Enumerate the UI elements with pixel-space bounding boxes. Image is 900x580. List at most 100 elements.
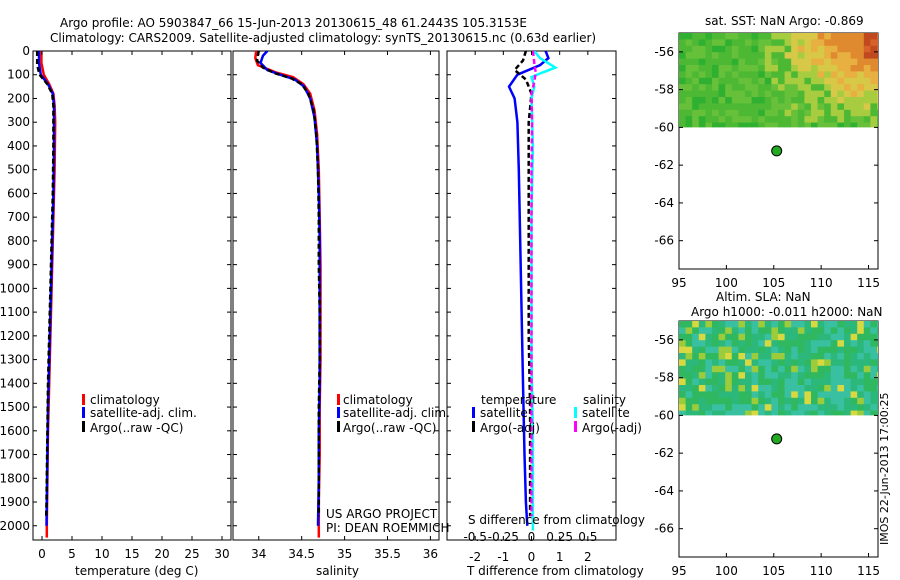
map-cell xyxy=(698,365,706,373)
map-cell xyxy=(745,333,752,341)
map-cell xyxy=(778,404,785,411)
map-cell xyxy=(830,340,838,347)
map-cell xyxy=(692,397,700,405)
map-cell xyxy=(824,404,832,411)
map-cell xyxy=(830,372,838,379)
map-cell xyxy=(712,385,719,392)
map-cell xyxy=(771,58,779,66)
depth-tick-label: 400 xyxy=(7,139,30,153)
map-cell xyxy=(857,346,865,354)
map-cell xyxy=(870,397,878,405)
map-cell xyxy=(791,71,799,79)
map-cell xyxy=(712,365,719,373)
map-cell xyxy=(712,321,719,328)
map-cell xyxy=(731,103,739,111)
map-cell xyxy=(712,391,719,399)
map-cell xyxy=(679,404,686,411)
x-tick-label: 10 xyxy=(94,547,109,561)
map-cell xyxy=(718,90,726,98)
map-cell xyxy=(738,84,746,91)
legend-label-argo: Argo(..raw -QC) xyxy=(90,421,183,435)
map-cell xyxy=(679,109,686,117)
map-cell xyxy=(738,109,746,117)
map-cell xyxy=(698,346,706,354)
map-cell xyxy=(863,372,871,379)
depth-tick-label: 1800 xyxy=(0,471,30,485)
map-cell xyxy=(857,122,865,128)
map-cell xyxy=(811,346,818,354)
map-cell xyxy=(692,58,700,66)
map-cell xyxy=(679,71,686,79)
map-cell xyxy=(784,109,792,117)
map-cell xyxy=(738,321,746,328)
map-cell xyxy=(797,45,805,53)
map-cell xyxy=(698,359,706,367)
map-cell xyxy=(705,346,713,354)
map-cell xyxy=(837,353,845,360)
map-cell xyxy=(778,39,785,47)
map-cell xyxy=(870,327,878,335)
map-cell xyxy=(811,103,818,111)
x-tick-label: 36 xyxy=(423,547,438,561)
depth-tick-label: 0 xyxy=(22,44,30,58)
map-cell xyxy=(817,346,825,354)
depth-tick-label: 800 xyxy=(7,234,30,248)
map-cell xyxy=(712,340,719,347)
map-cell xyxy=(764,58,772,66)
map-cell xyxy=(850,103,858,111)
map-cell xyxy=(797,333,805,341)
map-cell xyxy=(685,116,693,123)
map-cell xyxy=(784,116,792,123)
map-cell xyxy=(870,39,878,47)
map-cell xyxy=(844,65,851,72)
map-cell xyxy=(751,410,759,416)
map-cell xyxy=(784,90,792,98)
legend-head-salinity: salinity xyxy=(583,393,626,407)
map-cell xyxy=(758,378,766,386)
map-cell xyxy=(758,122,766,128)
map-cell xyxy=(679,410,686,416)
map-cell xyxy=(718,45,726,53)
map-cell xyxy=(857,97,865,104)
map-cell xyxy=(804,45,812,53)
map-cell xyxy=(745,340,752,347)
map-cell xyxy=(771,391,779,399)
map-cell xyxy=(778,385,785,392)
map-cell xyxy=(811,397,818,405)
map-cell xyxy=(712,33,719,40)
map-cell xyxy=(751,52,759,59)
map-cell xyxy=(850,327,858,335)
map-cell xyxy=(725,77,733,85)
map-cell xyxy=(751,122,759,128)
series-line-temperature-2 xyxy=(35,51,55,517)
map-cell xyxy=(771,90,779,98)
map-cell xyxy=(738,346,746,354)
map-cell xyxy=(764,385,772,392)
map-y-tick-label: -60 xyxy=(654,408,674,422)
depth-tick-label: 200 xyxy=(7,91,30,105)
map-cell xyxy=(817,39,825,47)
map-cell xyxy=(698,404,706,411)
map-cell xyxy=(863,353,871,360)
map-cell xyxy=(778,77,785,85)
map-cell xyxy=(791,404,799,411)
map-cell xyxy=(745,116,752,123)
map-cell xyxy=(712,404,719,411)
map-cell xyxy=(685,327,693,335)
map-cell xyxy=(857,333,865,341)
map-cell xyxy=(850,385,858,392)
map-cell xyxy=(791,122,799,128)
map-cell xyxy=(738,404,746,411)
map-cell xyxy=(692,39,700,47)
map-cell xyxy=(692,77,700,85)
map-cell xyxy=(731,97,739,104)
map-cell xyxy=(817,90,825,98)
x-tick-label: 34.5 xyxy=(288,547,315,561)
map-cell xyxy=(797,58,805,66)
map-x-tick-label: 110 xyxy=(810,564,833,578)
map-cell xyxy=(844,103,851,111)
map-cell xyxy=(778,391,785,399)
map-cell xyxy=(738,385,746,392)
map-cell xyxy=(857,71,865,79)
difference-profile-lines xyxy=(507,51,559,531)
